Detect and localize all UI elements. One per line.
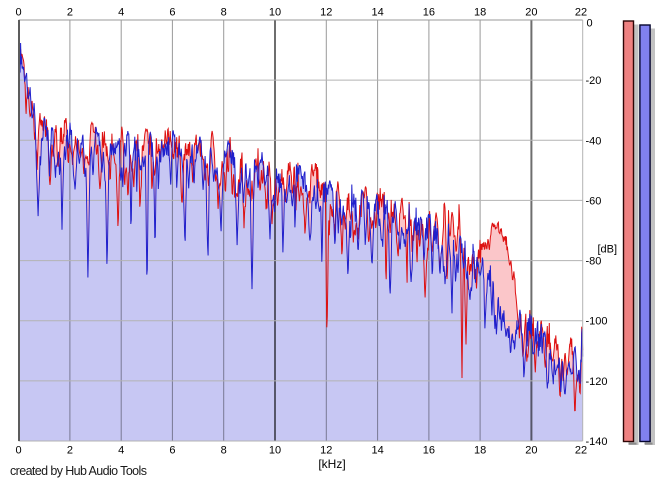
svg-text:22: 22 [575, 7, 587, 19]
svg-text:18: 18 [474, 7, 486, 19]
svg-text:-80: -80 [586, 256, 602, 268]
svg-text:6: 6 [169, 445, 175, 457]
svg-text:0: 0 [587, 18, 593, 30]
svg-text:6: 6 [169, 7, 175, 19]
svg-text:-120: -120 [586, 376, 608, 388]
svg-text:12: 12 [320, 445, 332, 457]
svg-text:10: 10 [269, 445, 281, 457]
svg-text:created by Hub Audio Tools: created by Hub Audio Tools [10, 464, 147, 478]
svg-text:2: 2 [67, 445, 73, 457]
svg-text:-60: -60 [586, 195, 602, 207]
svg-text:-140: -140 [586, 436, 608, 448]
svg-text:18: 18 [474, 445, 486, 457]
svg-text:0: 0 [16, 7, 22, 19]
svg-text:14: 14 [371, 7, 383, 19]
svg-text:[kHz]: [kHz] [318, 457, 345, 471]
svg-text:-40: -40 [586, 135, 602, 147]
svg-text:8: 8 [221, 445, 227, 457]
svg-text:10: 10 [269, 7, 281, 19]
svg-text:0: 0 [16, 445, 22, 457]
svg-text:14: 14 [371, 445, 383, 457]
svg-text:4: 4 [118, 445, 124, 457]
svg-text:-20: -20 [586, 75, 602, 87]
svg-text:16: 16 [423, 7, 435, 19]
svg-text:16: 16 [423, 445, 435, 457]
svg-text:8: 8 [221, 7, 227, 19]
svg-text:4: 4 [118, 7, 124, 19]
svg-text:22: 22 [575, 445, 587, 457]
svg-text:[dB]: [dB] [598, 244, 618, 256]
svg-text:12: 12 [320, 7, 332, 19]
svg-text:20: 20 [525, 7, 537, 19]
svg-text:2: 2 [67, 7, 73, 19]
svg-text:20: 20 [525, 445, 537, 457]
svg-text:-100: -100 [586, 316, 608, 328]
